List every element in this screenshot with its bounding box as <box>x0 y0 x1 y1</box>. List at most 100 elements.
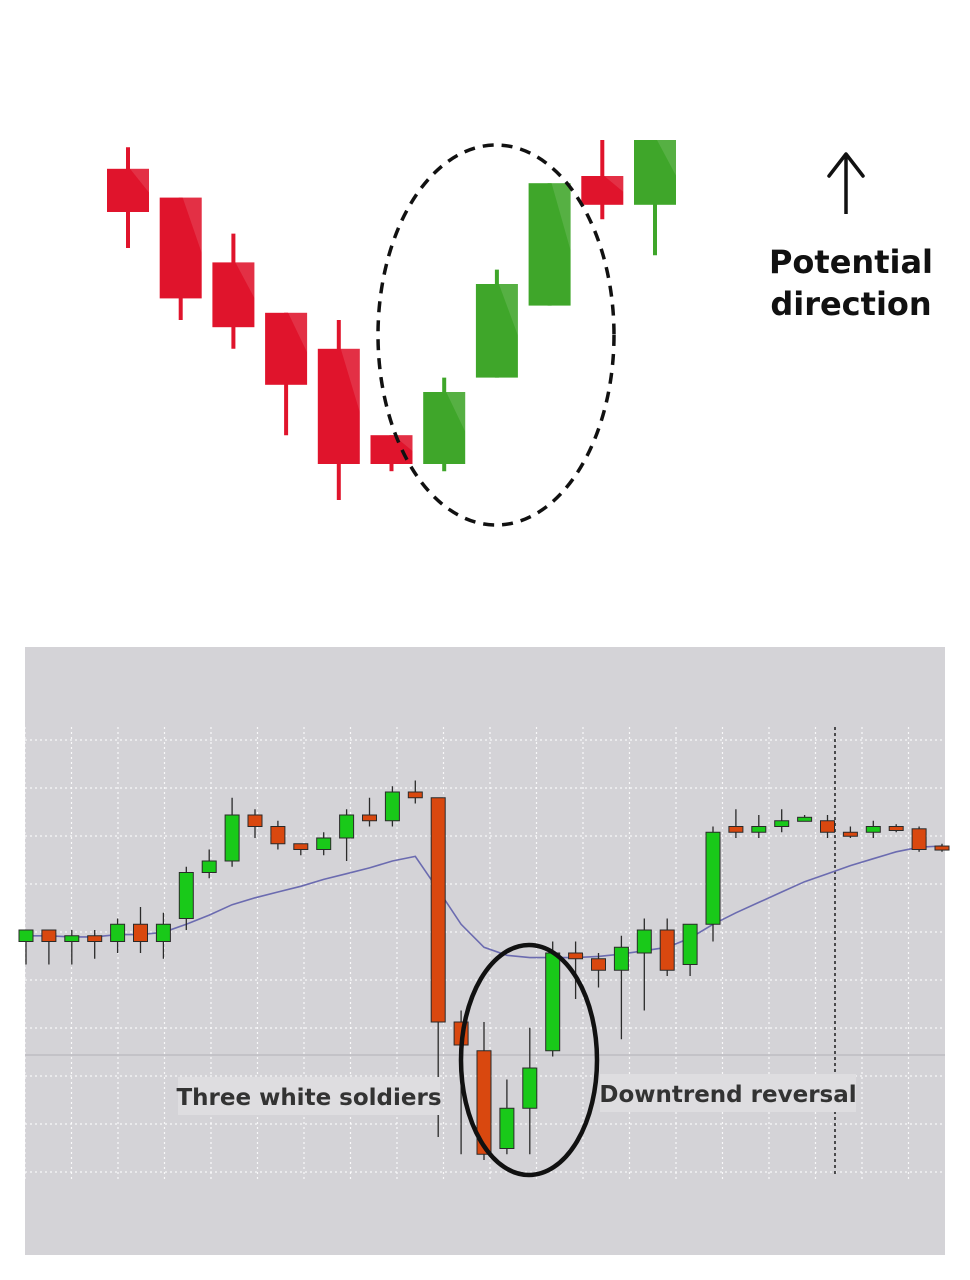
label-three-white-soldiers: Three white soldiers <box>176 1077 442 1115</box>
candle-41 <box>934 843 950 852</box>
candle-body <box>797 816 813 822</box>
label-left-text: Three white soldiers <box>176 1085 441 1111</box>
candle-28 <box>636 918 652 1011</box>
label-right-box <box>600 1074 856 1112</box>
annotation-line-2: direction <box>770 285 931 323</box>
candle-27 <box>613 935 629 1040</box>
candle-body <box>888 826 904 831</box>
top-candles-group <box>107 140 676 500</box>
candle-9 <box>201 849 217 879</box>
chart-grid <box>24 727 945 1180</box>
candle-32 <box>728 809 744 838</box>
candle-body <box>528 183 571 306</box>
bottom-candles-group <box>18 780 950 1160</box>
candle-3 <box>64 930 80 965</box>
candle-18 <box>407 780 423 804</box>
candle-4 <box>87 930 103 959</box>
moving-average-line <box>26 845 943 959</box>
candle-body <box>247 814 263 827</box>
candle-body <box>820 820 835 833</box>
candle-34 <box>774 809 790 833</box>
candle-body <box>728 826 744 833</box>
candle-22 <box>499 1079 515 1155</box>
candle-body <box>659 929 675 971</box>
candle-38 <box>865 820 881 838</box>
candle-body <box>317 348 360 464</box>
candle-body <box>634 140 676 205</box>
candle-5 <box>110 918 126 953</box>
candle-1 <box>18 929 34 965</box>
candle-33 <box>751 815 767 838</box>
candle-body <box>911 828 927 850</box>
candle-1 <box>107 147 149 248</box>
candle-body <box>842 831 858 837</box>
candle-body <box>212 262 255 328</box>
candle-body <box>107 168 149 212</box>
candle-body <box>636 929 652 954</box>
candle-2 <box>159 197 202 320</box>
candle-body <box>178 872 194 919</box>
candle-body <box>545 952 561 1052</box>
highlight-solid-ellipse <box>458 942 600 1178</box>
candle-body <box>522 1067 538 1109</box>
candle-body <box>362 814 377 822</box>
candle-8 <box>475 269 518 378</box>
candle-body <box>774 820 790 827</box>
highlight-dashed-ellipse <box>376 143 616 527</box>
candle-9 <box>528 183 571 306</box>
candle-body <box>705 831 721 925</box>
candle-body <box>87 935 103 942</box>
candle-39 <box>888 824 904 833</box>
candle-21 <box>476 1022 492 1160</box>
candle-25 <box>568 941 584 999</box>
candle-body <box>133 923 148 942</box>
candle-body <box>591 958 606 971</box>
candle-sheen <box>235 262 255 299</box>
candle-body <box>159 197 202 299</box>
candle-body <box>581 176 624 205</box>
candle-body <box>499 1107 515 1149</box>
candle-body <box>934 845 950 851</box>
candle-body <box>751 826 767 833</box>
up-arrow-head-icon <box>827 152 865 178</box>
candle-body <box>293 843 309 850</box>
candle-sheen <box>182 197 202 254</box>
candle-sheen <box>604 176 624 192</box>
candle-sheen <box>498 284 518 336</box>
candle-body <box>316 837 332 850</box>
top-candlestick-chart: Potential direction <box>107 140 933 527</box>
candle-body <box>270 826 286 845</box>
candle-23 <box>522 1027 538 1155</box>
candle-2 <box>41 929 57 965</box>
candle-24 <box>545 941 561 1057</box>
candle-5 <box>317 320 360 500</box>
candle-31 <box>705 826 721 942</box>
label-downtrend-reversal: Downtrend reversal <box>599 1074 857 1112</box>
candle-body <box>476 1050 492 1155</box>
candle-35 <box>797 815 813 822</box>
candle-10 <box>581 140 624 220</box>
candle-16 <box>362 797 377 827</box>
candle-29 <box>659 918 675 976</box>
candle-26 <box>591 953 606 988</box>
candle-7 <box>423 377 466 472</box>
candle-sheen <box>446 392 466 432</box>
candle-body <box>384 791 400 822</box>
candle-body <box>865 826 881 833</box>
candle-body <box>682 923 698 965</box>
label-right-text: Downtrend reversal <box>599 1082 856 1108</box>
candle-14 <box>316 832 332 856</box>
candle-sheen <box>130 168 149 193</box>
candle-body <box>339 814 355 839</box>
candle-body <box>265 312 308 385</box>
candle-7 <box>155 912 171 959</box>
candle-36 <box>820 815 835 838</box>
candle-40 <box>911 826 927 852</box>
annotation-line-1: Potential <box>769 243 933 281</box>
candle-body <box>475 284 518 378</box>
candle-body <box>155 923 171 942</box>
candle-body <box>568 952 584 960</box>
candle-10 <box>224 797 240 867</box>
candle-15 <box>339 809 355 861</box>
